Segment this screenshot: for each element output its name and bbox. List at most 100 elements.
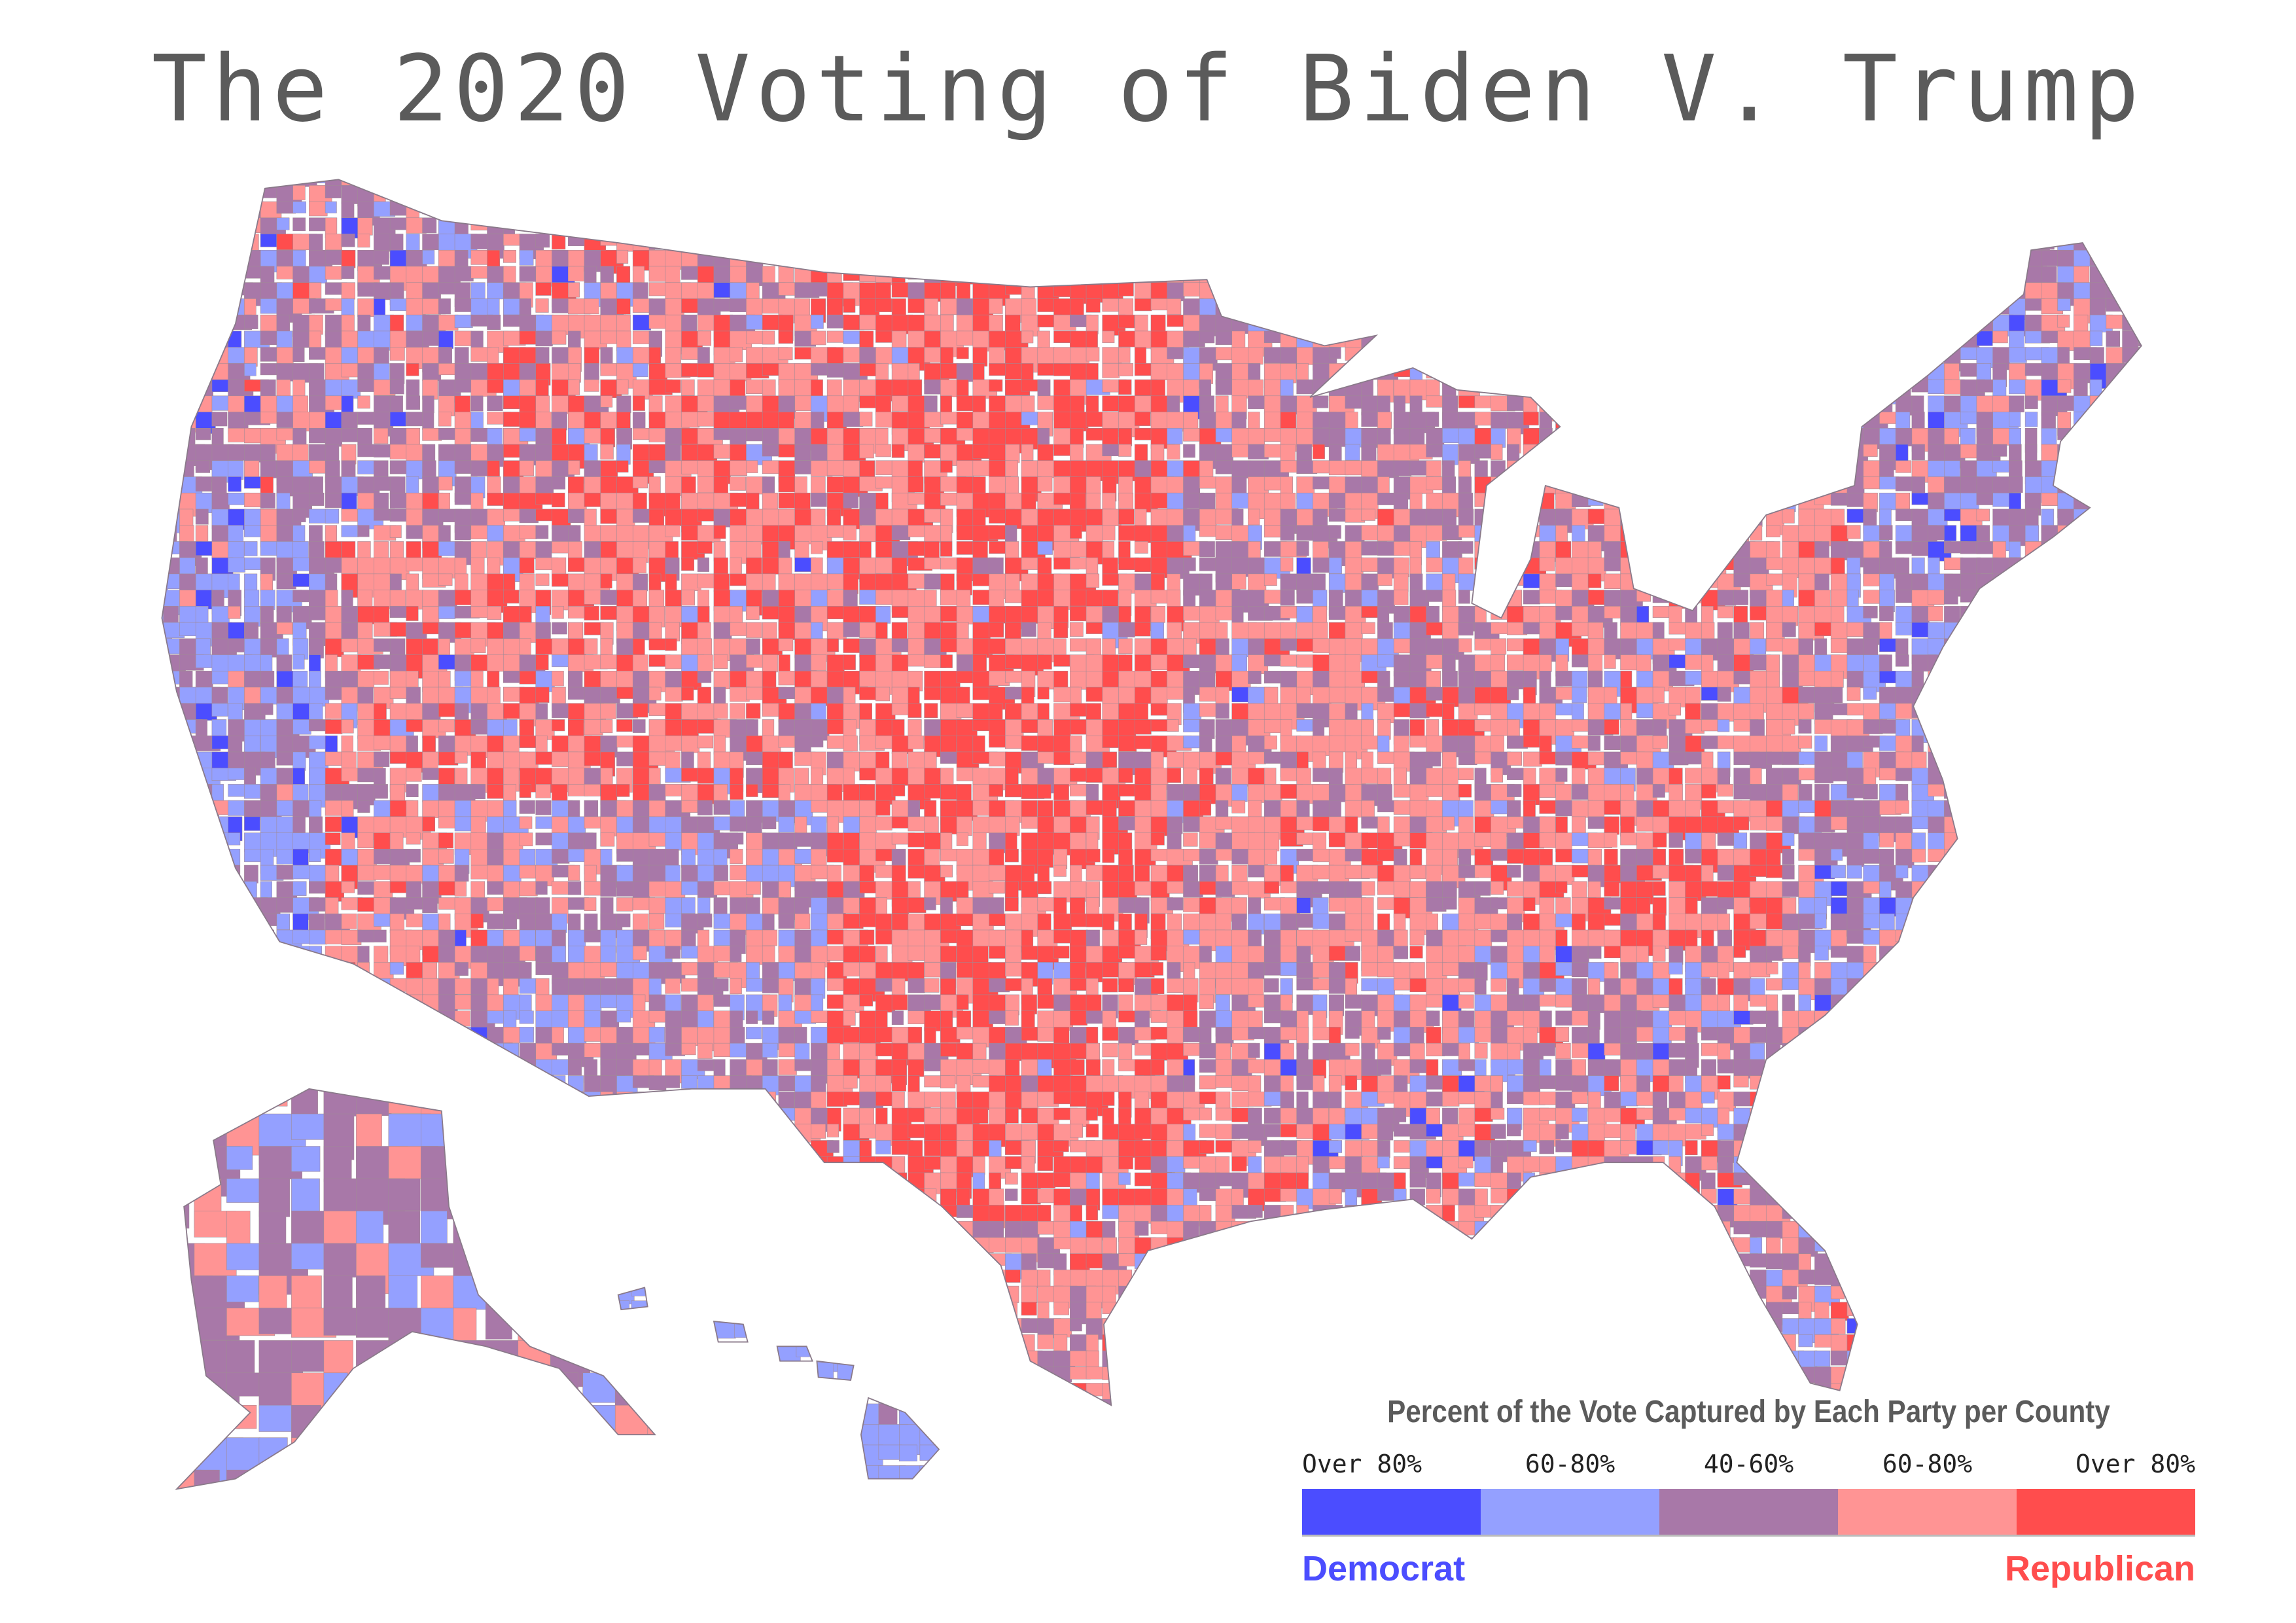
county-cell	[2041, 573, 2056, 587]
county-cell	[1928, 314, 1953, 332]
county-cell	[162, 412, 168, 438]
county-cell	[179, 217, 196, 243]
county-cell	[1426, 444, 1445, 457]
county-cell	[1572, 784, 1591, 800]
county-cell	[843, 735, 858, 752]
county-cell	[1442, 751, 1457, 769]
county-cell	[1814, 282, 1834, 295]
county-cell	[1021, 606, 1038, 624]
county-cell	[1798, 476, 1816, 496]
county-cell	[2041, 606, 2064, 621]
county-cell	[843, 298, 856, 313]
county-cell	[406, 719, 425, 732]
county-cell	[1393, 217, 1407, 239]
county-cell	[341, 800, 354, 817]
county-cell	[1685, 428, 1702, 446]
county-cell	[1523, 217, 1547, 243]
county-cell	[519, 185, 536, 204]
county-cell	[956, 234, 976, 258]
county-cell	[2074, 476, 2100, 496]
county-cell	[1992, 266, 2007, 287]
county-cell	[956, 428, 974, 441]
county-cell	[244, 557, 261, 570]
county-cell	[162, 185, 169, 207]
county-cell	[1053, 460, 1072, 477]
county-cell	[1296, 314, 1309, 331]
county-cell	[1280, 314, 1297, 336]
county-cell	[535, 654, 549, 670]
county-cell	[1458, 234, 1479, 259]
county-cell	[1426, 670, 1441, 690]
county-cell	[147, 639, 162, 654]
county-cell	[1765, 234, 1787, 249]
county-cell	[1587, 347, 1603, 371]
county-cell	[1879, 525, 1893, 540]
county-cell	[211, 234, 230, 247]
county-cell	[1992, 638, 2005, 651]
county-cell	[1620, 492, 1637, 510]
county-cell	[924, 687, 944, 700]
county-cell	[1701, 234, 1727, 260]
county-cell	[1345, 282, 1366, 295]
county-cell	[1733, 179, 1749, 184]
county-cell	[2138, 201, 2142, 227]
county-cell	[1328, 492, 1347, 509]
county-cell	[1328, 347, 1341, 359]
county-cell	[2074, 460, 2089, 476]
county-cell	[374, 249, 389, 265]
county-cell	[1070, 298, 1084, 317]
county-cell	[1846, 314, 1860, 328]
county-cell	[1587, 217, 1610, 240]
county-cell	[1604, 201, 1630, 219]
county-cell	[697, 735, 714, 749]
county-cell	[811, 735, 824, 747]
county-cell	[276, 687, 294, 706]
county-cell	[179, 179, 194, 194]
county-cell	[1604, 654, 1616, 669]
county-cell	[1523, 363, 1544, 385]
county-cell	[1231, 460, 1251, 479]
county-cell	[2138, 590, 2142, 611]
county-cell	[713, 670, 730, 690]
county-cell	[972, 395, 986, 413]
county-cell	[859, 412, 873, 427]
county-cell	[1814, 768, 1834, 783]
county-cell	[1717, 719, 1730, 732]
county-cell	[1215, 185, 1231, 211]
county-cell	[1263, 476, 1282, 491]
county-cell	[794, 541, 809, 560]
county-cell	[1685, 217, 1712, 238]
county-cell	[1944, 363, 1960, 380]
county-cell	[1507, 249, 1527, 270]
county-cell	[552, 185, 566, 209]
county-cell	[1895, 492, 1911, 509]
county-cell	[1005, 654, 1023, 669]
county-cell	[746, 314, 764, 330]
county-cell	[1863, 298, 1877, 318]
county-cell	[1345, 234, 1368, 247]
county-cell	[2009, 201, 2022, 223]
county-cell	[1636, 347, 1655, 361]
county-cell	[552, 670, 564, 687]
county-cell	[1992, 492, 2010, 507]
county-cell	[1895, 179, 1922, 190]
county-cell	[1830, 217, 1850, 244]
county-cell	[1717, 314, 1733, 336]
county-cell	[2122, 654, 2142, 676]
county-cell	[972, 234, 986, 250]
county-cell	[1183, 606, 1201, 621]
county-cell	[616, 460, 629, 473]
county-cell	[1199, 201, 1217, 220]
county-cell	[1798, 298, 1818, 320]
county-cell	[1911, 234, 1924, 247]
county-cell	[1539, 363, 1553, 387]
county-cell	[1086, 330, 1098, 350]
county-cell	[1523, 379, 1538, 395]
county-cell	[1328, 179, 1347, 183]
county-cell	[1992, 670, 2009, 697]
county-cell	[1846, 179, 1859, 183]
county-cell	[1976, 330, 1993, 346]
county-cell	[746, 201, 762, 218]
county-cell	[1620, 363, 1636, 387]
county-cell	[2089, 444, 2105, 463]
